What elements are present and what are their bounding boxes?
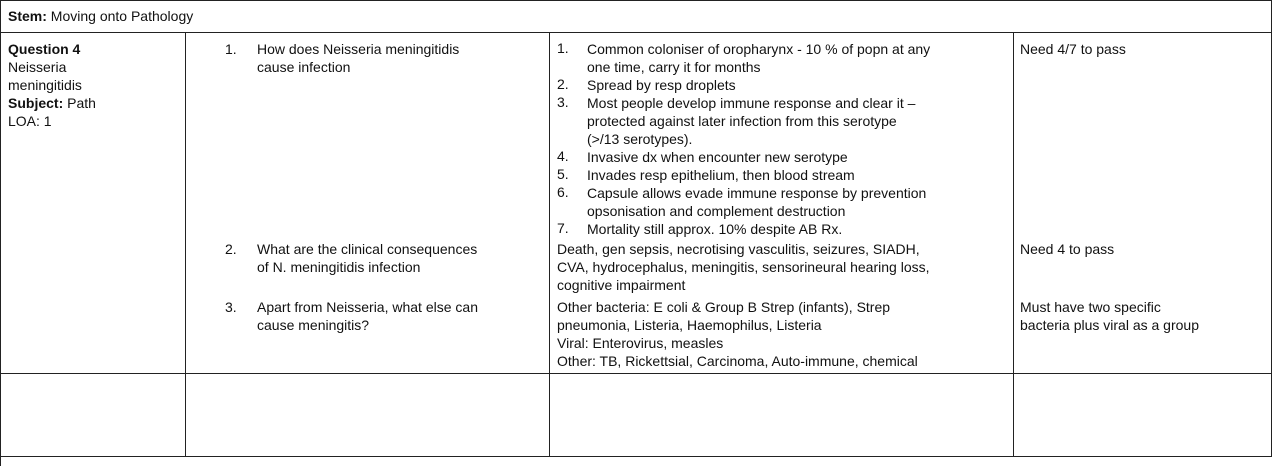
answer-item-line: Most people develop immune response and … xyxy=(587,95,916,111)
table-border-top xyxy=(0,0,1272,1)
column-divider-3 xyxy=(1013,32,1014,456)
question-3-line2: cause meningitis? xyxy=(257,317,370,333)
question-2-number: 2. xyxy=(225,241,237,257)
answer-item-line: Invasive dx when encounter new serotype xyxy=(587,149,848,165)
answer-item-line: Capsule allows evade immune response by … xyxy=(587,185,927,201)
question-topic-line1: Neisseria xyxy=(8,59,67,75)
row-divider xyxy=(0,373,1272,374)
pass-criteria-1: Need 4/7 to pass xyxy=(1020,41,1126,57)
answer-item-line: opsonisation and complement destruction xyxy=(587,203,846,219)
pass-criteria-2: Need 4 to pass xyxy=(1020,241,1115,257)
question-1-line1: How does Neisseria meningitidis xyxy=(257,41,460,57)
column-divider-2 xyxy=(549,32,550,456)
table-border-right xyxy=(1271,0,1272,456)
stem-row-border xyxy=(0,32,1272,33)
answer-item-number: 1. xyxy=(557,40,569,56)
pass-criteria-3-line1: Must have two specific xyxy=(1020,299,1161,315)
answer-item-line: (>/13 serotypes). xyxy=(587,131,693,147)
question-3-line1: Apart from Neisseria, what else can xyxy=(257,299,478,315)
answer-item-line: Spread by resp droplets xyxy=(587,77,736,93)
answer-item-number: 4. xyxy=(557,148,569,164)
column-divider-1 xyxy=(185,32,186,456)
answer-2-line1: Death, gen sepsis, necrotising vasculiti… xyxy=(557,241,920,257)
table-border-bottom xyxy=(0,456,1272,457)
answer-3-line3: Viral: Enterovirus, measles xyxy=(557,335,724,351)
subject-line: Subject: Path xyxy=(8,94,96,112)
question-2-line1: What are the clinical consequences xyxy=(257,241,478,257)
answer-item-line: Invades resp epithelium, then blood stre… xyxy=(587,167,855,183)
question-topic-line2: meningitidis xyxy=(8,77,82,93)
question-label: Question 4 xyxy=(8,41,81,57)
answer-item-line: Common coloniser of oropharynx - 10 % of… xyxy=(587,41,931,57)
answer-item-line: one time, carry it for months xyxy=(587,59,761,75)
subject-label: Subject: xyxy=(8,95,64,111)
question-3-number: 3. xyxy=(225,299,237,315)
question-1-line2: cause infection xyxy=(257,59,351,75)
answer-item-number: 3. xyxy=(557,94,569,110)
table-border-left xyxy=(0,0,1,466)
stem-line: Stem: Moving onto Pathology xyxy=(8,7,193,25)
answer-item-number: 6. xyxy=(557,184,569,200)
answer-3-line2: pneumonia, Listeria, Haemophilus, Lister… xyxy=(557,317,822,333)
answer-3-line1: Other bacteria: E coli & Group B Strep (… xyxy=(557,299,891,315)
answer-item-line: protected against later infection from t… xyxy=(587,113,897,129)
answer-item-number: 5. xyxy=(557,166,569,182)
subject-value: Path xyxy=(67,95,96,111)
pass-criteria-3-line2: bacteria plus viral as a group xyxy=(1020,317,1199,333)
question-1-number: 1. xyxy=(225,41,237,57)
answer-item-number: 7. xyxy=(557,220,569,236)
loa-text: LOA: 1 xyxy=(8,113,52,129)
stem-value: Moving onto Pathology xyxy=(50,8,194,24)
question-2-line2: of N. meningitidis infection xyxy=(257,259,421,275)
answer-2-line2: CVA, hydrocephalus, meningitis, sensorin… xyxy=(557,259,930,275)
answer-item-number: 2. xyxy=(557,76,569,92)
answer-2-line3: cognitive impairment xyxy=(557,277,686,293)
answer-3-line4: Other: TB, Rickettsial, Carcinoma, Auto-… xyxy=(557,353,918,369)
stem-label: Stem: xyxy=(8,8,47,24)
answer-item-line: Mortality still approx. 10% despite AB R… xyxy=(587,221,843,237)
